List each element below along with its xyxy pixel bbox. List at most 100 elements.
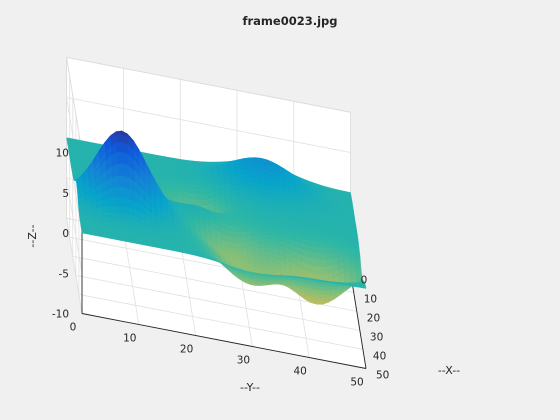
y-tick-label: 0 [70, 322, 77, 334]
x-tick-label: 10 [364, 293, 377, 305]
surface-patch [123, 187, 130, 200]
surface-patch [319, 247, 326, 255]
surface-patch [234, 253, 242, 258]
surface-patch [244, 227, 252, 233]
surface-patch [335, 244, 343, 249]
surface-patch [195, 200, 203, 207]
y-axis-label: --Y-- [240, 381, 260, 394]
surface-patch [247, 263, 255, 268]
x-tick-label: 40 [373, 350, 386, 362]
surface-patch [235, 256, 242, 261]
surface-patch [255, 282, 263, 285]
surface-patch [347, 248, 355, 253]
surface-patch [329, 284, 337, 288]
surface-patch [84, 209, 91, 215]
surface-patch [112, 206, 120, 214]
z-tick-label: -10 [52, 309, 69, 321]
surface-patch [261, 227, 269, 232]
surface-patch [341, 244, 349, 249]
surface-patch [251, 173, 259, 179]
x-tick-labels: 0 10 20 30 40 50 [361, 274, 390, 381]
pane-floor [66, 218, 366, 369]
surface-patch [319, 253, 327, 261]
surface-patch [200, 188, 208, 196]
surface-patch [200, 184, 207, 190]
surface-patch [250, 227, 257, 233]
z-tick-label: -5 [59, 268, 69, 280]
surface-patch [193, 174, 201, 179]
surface-patch [202, 161, 210, 164]
surface-patch [252, 192, 260, 198]
surface-patch [113, 212, 120, 220]
surface-patch [316, 300, 324, 304]
surface-patch [252, 183, 259, 189]
surface-patch [116, 141, 124, 153]
surface-patch [90, 213, 97, 218]
surface-patch [106, 188, 113, 200]
surface-patch [353, 248, 360, 253]
surface-patch [329, 240, 337, 245]
surface-patch [242, 204, 249, 208]
surface-patch [250, 165, 258, 170]
surface-patch [118, 206, 125, 215]
y-tick-label: 20 [180, 344, 193, 356]
surface-patch [78, 206, 85, 211]
chart-title: frame0023.jpg [243, 14, 338, 28]
surface-patch [111, 175, 119, 189]
surface-patch [323, 286, 331, 291]
surface-patch [252, 188, 259, 194]
surface-patch [313, 246, 321, 254]
surface-patch [324, 239, 331, 245]
surface-patch [194, 177, 201, 182]
surface-patch [324, 243, 332, 249]
surface-patch [247, 192, 254, 198]
surface-patch [233, 226, 240, 233]
surface-patch [330, 253, 338, 260]
surface-patch [253, 267, 261, 272]
surface-patch [112, 197, 119, 207]
surface-patch [194, 184, 202, 190]
surface-patch [318, 242, 326, 249]
surface-patch [234, 237, 241, 244]
x-tick-label: 0 [361, 274, 368, 286]
surface-patch [347, 241, 354, 246]
surface-patch [194, 180, 201, 186]
surface-patch [195, 194, 202, 201]
surface-patch [256, 280, 263, 283]
y-tick-labels: 0 10 20 30 40 50 [70, 322, 364, 389]
surface-patch [107, 206, 114, 214]
surface-patch [241, 196, 249, 202]
surface-patch [239, 232, 246, 239]
surface-patch [116, 134, 123, 143]
surface-patch [244, 223, 251, 229]
surface-patch [257, 178, 264, 185]
surface-patch [231, 212, 239, 215]
x-axis-label: --X-- [438, 364, 460, 377]
y-tick-label: 40 [294, 366, 307, 378]
surface-patch [237, 209, 244, 213]
surface-patch [123, 197, 131, 209]
surface-patch [201, 193, 208, 201]
surface-patch [325, 259, 333, 268]
surface-patch [90, 208, 97, 215]
x-tick-label: 50 [376, 370, 389, 382]
surface-patch [255, 223, 263, 229]
surface-patch [193, 170, 200, 174]
surface-patch [250, 223, 257, 228]
surface-patch [247, 200, 255, 205]
surface-patch [241, 192, 248, 198]
surface-patch [317, 289, 325, 295]
surface-patch [336, 248, 343, 254]
surface-patch [247, 196, 254, 202]
surface-patch [246, 188, 254, 194]
surface-patch [193, 172, 200, 176]
surface-patch [101, 206, 108, 214]
surface-patch [117, 175, 125, 188]
surface-patch [239, 227, 246, 233]
surface-patch [314, 266, 321, 276]
surface-patch [238, 222, 246, 229]
z-tick-label: 5 [62, 188, 69, 200]
surface-patch [262, 276, 270, 279]
x-axis-line [350, 273, 367, 369]
